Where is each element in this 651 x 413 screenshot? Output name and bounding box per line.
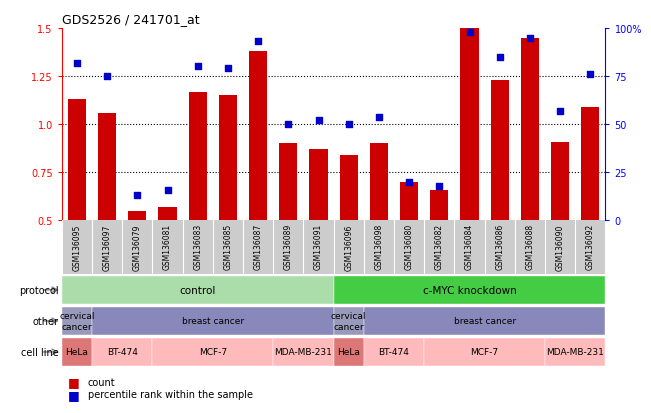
Text: control: control xyxy=(180,285,216,295)
Point xyxy=(374,114,384,121)
Bar xyxy=(62,276,333,304)
Point xyxy=(495,55,505,61)
Text: breast cancer: breast cancer xyxy=(182,317,244,325)
Text: MDA-MB-231: MDA-MB-231 xyxy=(546,348,604,356)
Text: MCF-7: MCF-7 xyxy=(471,348,499,356)
Text: c-MYC knockdown: c-MYC knockdown xyxy=(422,285,516,295)
Text: BT-474: BT-474 xyxy=(379,348,409,356)
Bar xyxy=(491,81,509,317)
Text: GSM136098: GSM136098 xyxy=(374,224,383,270)
Text: count: count xyxy=(88,377,115,387)
Text: GSM136085: GSM136085 xyxy=(223,224,232,270)
Text: other: other xyxy=(33,316,59,326)
Bar xyxy=(521,38,539,317)
Point xyxy=(253,39,264,46)
Text: MCF-7: MCF-7 xyxy=(199,348,227,356)
Bar xyxy=(364,338,424,366)
Bar xyxy=(92,338,152,366)
Point xyxy=(344,121,354,128)
Text: ■: ■ xyxy=(68,388,80,401)
Text: GSM136083: GSM136083 xyxy=(193,224,202,270)
Text: protocol: protocol xyxy=(19,285,59,295)
Bar xyxy=(158,207,176,317)
Point xyxy=(72,60,82,67)
Bar xyxy=(62,307,92,335)
Bar xyxy=(189,92,207,317)
Point xyxy=(434,183,445,190)
Text: cell line: cell line xyxy=(21,347,59,357)
Text: GSM136081: GSM136081 xyxy=(163,224,172,270)
Text: GSM136090: GSM136090 xyxy=(556,224,564,270)
Text: GDS2526 / 241701_at: GDS2526 / 241701_at xyxy=(62,13,199,26)
Text: GSM136088: GSM136088 xyxy=(525,224,534,270)
Bar xyxy=(219,96,237,317)
Text: GSM136084: GSM136084 xyxy=(465,224,474,270)
Text: HeLa: HeLa xyxy=(337,348,360,356)
Bar xyxy=(128,211,146,317)
Point xyxy=(132,193,143,199)
Bar xyxy=(400,183,418,317)
Bar xyxy=(98,114,116,317)
Bar xyxy=(62,338,92,366)
Bar xyxy=(424,338,545,366)
Text: percentile rank within the sample: percentile rank within the sample xyxy=(88,389,253,399)
Point xyxy=(555,108,565,115)
Text: GSM136096: GSM136096 xyxy=(344,224,353,270)
Bar xyxy=(92,307,333,335)
Point xyxy=(313,118,324,124)
Text: GSM136097: GSM136097 xyxy=(103,224,111,270)
Text: breast cancer: breast cancer xyxy=(454,317,516,325)
Text: ■: ■ xyxy=(68,375,80,389)
Bar xyxy=(273,338,333,366)
Text: GSM136089: GSM136089 xyxy=(284,224,293,270)
Point xyxy=(223,66,233,73)
Bar xyxy=(581,108,600,317)
Text: MDA-MB-231: MDA-MB-231 xyxy=(275,348,333,356)
Point xyxy=(404,179,414,186)
Bar xyxy=(68,100,86,317)
Bar xyxy=(333,338,364,366)
Bar xyxy=(551,142,569,317)
Point xyxy=(193,64,203,71)
Text: cervical
cancer: cervical cancer xyxy=(59,311,94,331)
Point xyxy=(102,74,113,80)
Bar xyxy=(364,307,605,335)
Bar xyxy=(333,307,364,335)
Point xyxy=(525,35,535,42)
Text: GSM136082: GSM136082 xyxy=(435,224,444,270)
Text: GSM136080: GSM136080 xyxy=(405,224,413,270)
Text: GSM136087: GSM136087 xyxy=(254,224,262,270)
Bar xyxy=(279,144,298,317)
Point xyxy=(464,29,475,36)
Bar xyxy=(430,190,449,317)
Text: GSM136079: GSM136079 xyxy=(133,224,142,270)
Bar xyxy=(340,156,358,317)
Bar xyxy=(249,52,267,317)
Text: GSM136095: GSM136095 xyxy=(72,224,81,270)
Text: BT-474: BT-474 xyxy=(107,348,137,356)
Bar xyxy=(370,144,388,317)
Bar xyxy=(333,276,605,304)
Text: cervical
cancer: cervical cancer xyxy=(331,311,367,331)
Text: GSM136092: GSM136092 xyxy=(586,224,595,270)
Point xyxy=(162,187,173,194)
Bar xyxy=(152,338,273,366)
Point xyxy=(283,121,294,128)
Point xyxy=(585,72,596,78)
Bar xyxy=(545,338,605,366)
Text: GSM136091: GSM136091 xyxy=(314,224,323,270)
Bar xyxy=(309,150,327,317)
Bar xyxy=(460,29,478,317)
Text: GSM136086: GSM136086 xyxy=(495,224,505,270)
Text: HeLa: HeLa xyxy=(66,348,89,356)
